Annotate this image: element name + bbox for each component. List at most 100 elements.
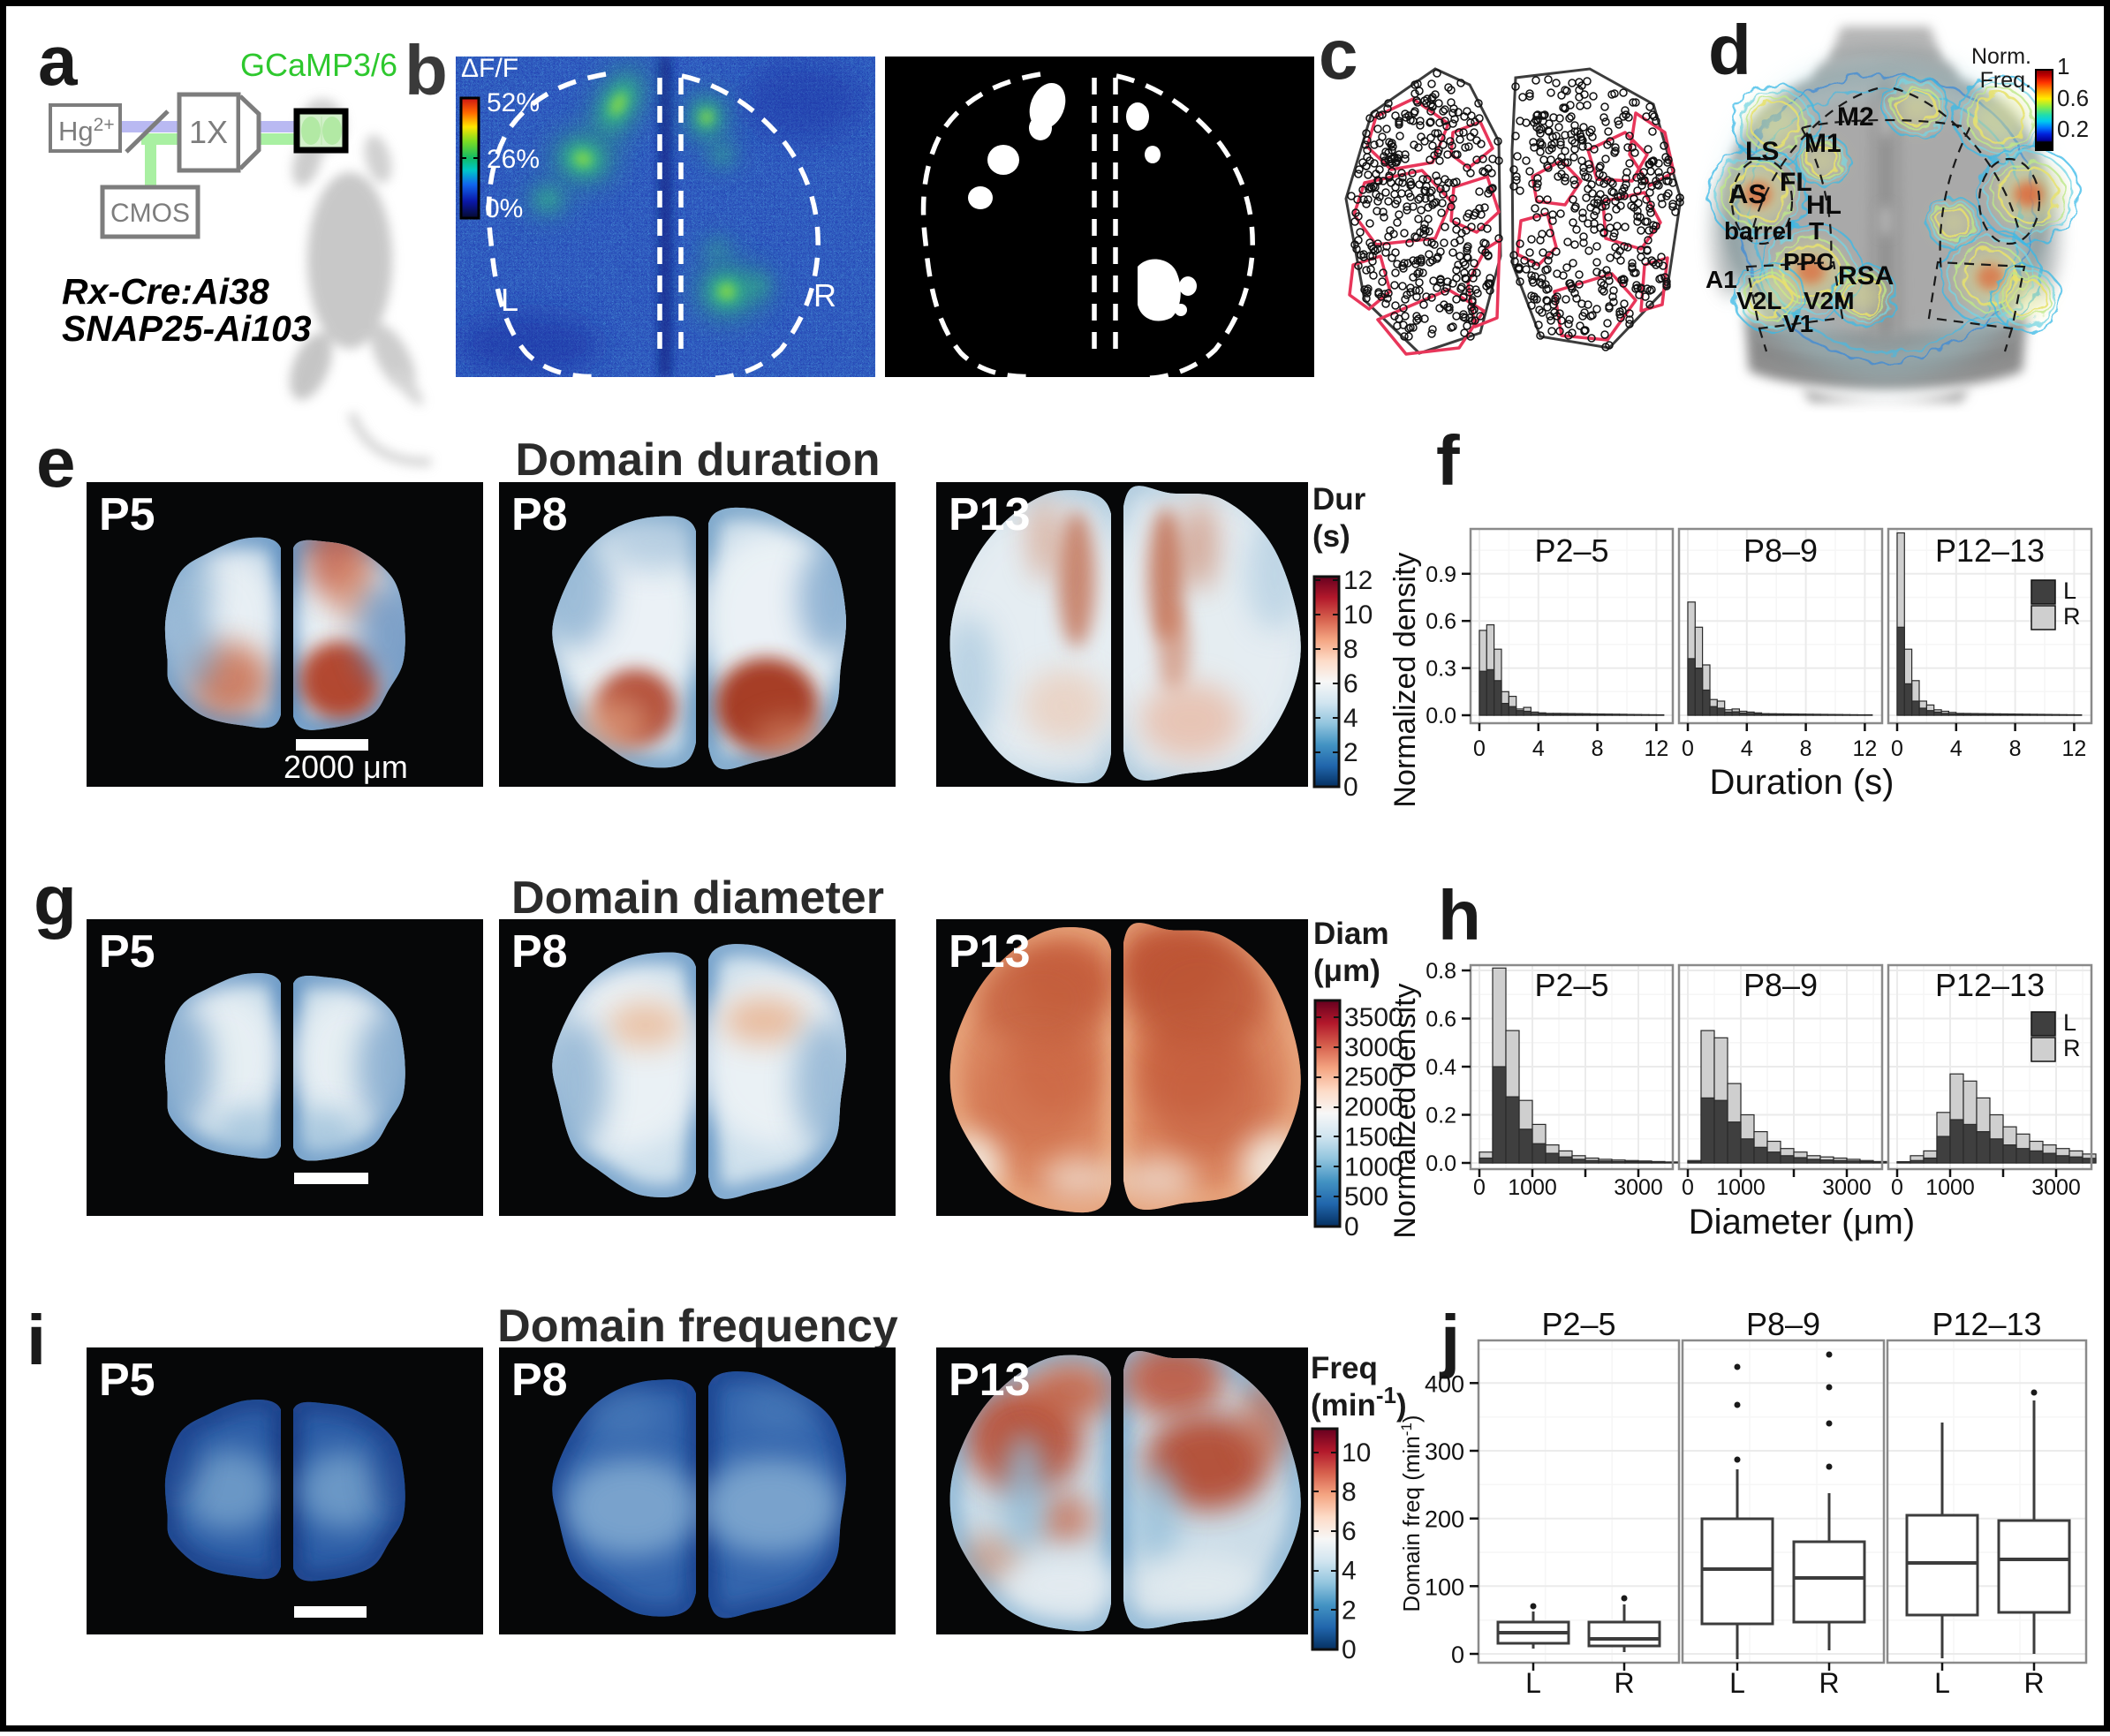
svg-text:8: 8: [1800, 736, 1812, 761]
svg-text:R: R: [813, 277, 836, 313]
svg-text:52%: 52%: [487, 88, 540, 117]
svg-text:0: 0: [1342, 1635, 1357, 1664]
svg-text:P8–9: P8–9: [1746, 1306, 1820, 1342]
svg-text:8: 8: [1343, 635, 1358, 664]
svg-text:8: 8: [2009, 736, 2022, 761]
svg-text:0: 0: [1473, 736, 1486, 761]
svg-text:200: 200: [1425, 1506, 1464, 1533]
svg-text:M1: M1: [1804, 129, 1842, 158]
svg-text:P12–13: P12–13: [1932, 1306, 2041, 1342]
svg-text:CMOS: CMOS: [110, 199, 190, 228]
svg-text:10: 10: [1342, 1438, 1371, 1468]
svg-text:Duration (s): Duration (s): [1710, 763, 1894, 802]
svg-text:L: L: [1729, 1667, 1745, 1699]
svg-text:M2: M2: [1837, 102, 1874, 132]
svg-text:P8: P8: [511, 489, 568, 540]
svg-text:V1: V1: [1783, 310, 1813, 337]
svg-text:V2L: V2L: [1736, 287, 1781, 314]
svg-text:Norm.: Norm.: [1971, 44, 2031, 69]
svg-text:3000: 3000: [2031, 1175, 2081, 1200]
svg-text:12: 12: [1852, 736, 1877, 761]
svg-text:1: 1: [2057, 53, 2069, 79]
svg-text:0.6: 0.6: [1426, 609, 1456, 634]
svg-text:(μm): (μm): [1313, 954, 1380, 988]
svg-text:1000: 1000: [1508, 1175, 1557, 1200]
svg-text:Diameter (μm): Diameter (μm): [1689, 1203, 1915, 1242]
svg-text:P2–5: P2–5: [1534, 532, 1608, 569]
svg-text:d: d: [1708, 11, 1751, 89]
svg-text:b: b: [405, 31, 448, 109]
svg-text:L: L: [501, 282, 518, 318]
svg-text:(s): (s): [1312, 519, 1350, 554]
svg-text:e: e: [36, 423, 76, 502]
svg-text:4: 4: [1532, 736, 1545, 761]
svg-text:6: 6: [1343, 669, 1358, 698]
svg-text:a: a: [38, 21, 78, 100]
svg-text:12: 12: [2061, 736, 2086, 761]
svg-text:i: i: [26, 1301, 46, 1379]
svg-text:100: 100: [1425, 1574, 1464, 1600]
svg-text:1000: 1000: [1716, 1175, 1766, 1200]
svg-text:Freq.: Freq.: [1980, 68, 2031, 93]
svg-text:2000 μm: 2000 μm: [284, 749, 408, 785]
svg-text:500: 500: [1344, 1182, 1388, 1211]
svg-text:Domain diameter: Domain diameter: [511, 872, 884, 924]
svg-text:12: 12: [1644, 736, 1668, 761]
svg-text:0: 0: [1451, 1642, 1464, 1668]
svg-text:R: R: [1819, 1667, 1839, 1699]
svg-text:Domain frequency: Domain frequency: [497, 1301, 898, 1352]
svg-text:A1: A1: [1705, 266, 1737, 293]
svg-text:Domain duration: Domain duration: [515, 434, 880, 486]
svg-text:12: 12: [1343, 566, 1373, 595]
svg-text:0.3: 0.3: [1426, 657, 1456, 682]
svg-text:g: g: [34, 861, 77, 940]
svg-text:0: 0: [1891, 736, 1903, 761]
svg-text:P13: P13: [949, 1355, 1031, 1406]
svg-text:0: 0: [1682, 1175, 1694, 1200]
svg-text:GCaMP3/6: GCaMP3/6: [240, 47, 397, 83]
svg-text:0.2: 0.2: [1426, 1104, 1456, 1128]
svg-text:P5: P5: [99, 489, 155, 540]
svg-text:HL: HL: [1806, 191, 1842, 220]
svg-text:R: R: [2063, 603, 2081, 630]
svg-text:P8–9: P8–9: [1743, 532, 1818, 569]
svg-text:ΔF/F: ΔF/F: [461, 54, 518, 83]
svg-text:0: 0: [1343, 773, 1358, 802]
svg-text:10: 10: [1343, 600, 1373, 630]
svg-text:8: 8: [1592, 736, 1604, 761]
svg-text:P2–5: P2–5: [1541, 1306, 1615, 1342]
svg-text:0: 0: [1682, 736, 1694, 761]
svg-text:Normalized density: Normalized density: [1388, 983, 1422, 1238]
svg-text:4: 4: [1950, 736, 1963, 761]
svg-text:0.6: 0.6: [1426, 1008, 1456, 1032]
svg-text:R: R: [1614, 1667, 1634, 1699]
svg-text:P5: P5: [99, 1355, 155, 1406]
svg-text:Rx-Cre:Ai38: Rx-Cre:Ai38: [62, 271, 269, 312]
svg-text:P12–13: P12–13: [1935, 967, 2045, 1003]
svg-text:P5: P5: [99, 926, 155, 977]
svg-text:0.0: 0.0: [1426, 1151, 1456, 1176]
svg-text:R: R: [2063, 1035, 2081, 1061]
svg-text:P8: P8: [511, 926, 568, 977]
svg-text:0: 0: [1473, 1175, 1486, 1200]
svg-text:R: R: [2023, 1667, 2044, 1699]
svg-text:Diam: Diam: [1313, 917, 1389, 951]
svg-text:0.6: 0.6: [2057, 85, 2089, 111]
svg-text:26%: 26%: [487, 145, 540, 174]
svg-text:0: 0: [1891, 1175, 1903, 1200]
svg-text:Freq: Freq: [1311, 1351, 1378, 1385]
svg-text:SNAP25-Ai103: SNAP25-Ai103: [62, 308, 312, 349]
svg-text:LS: LS: [1745, 137, 1779, 166]
svg-text:P13: P13: [949, 489, 1031, 540]
svg-text:3000: 3000: [1614, 1175, 1663, 1200]
svg-text:Domain freq (min-1): Domain freq (min-1): [1398, 1415, 1425, 1611]
svg-text:AS: AS: [1728, 178, 1766, 209]
svg-text:L: L: [2063, 577, 2076, 604]
svg-text:4: 4: [1741, 736, 1753, 761]
svg-text:barrel: barrel: [1724, 217, 1793, 245]
svg-text:Normalized density: Normalized density: [1388, 552, 1422, 807]
svg-text:0.9: 0.9: [1426, 562, 1456, 587]
svg-text:0.8: 0.8: [1426, 959, 1456, 984]
svg-text:j: j: [1439, 1301, 1460, 1379]
svg-text:3000: 3000: [1822, 1175, 1872, 1200]
